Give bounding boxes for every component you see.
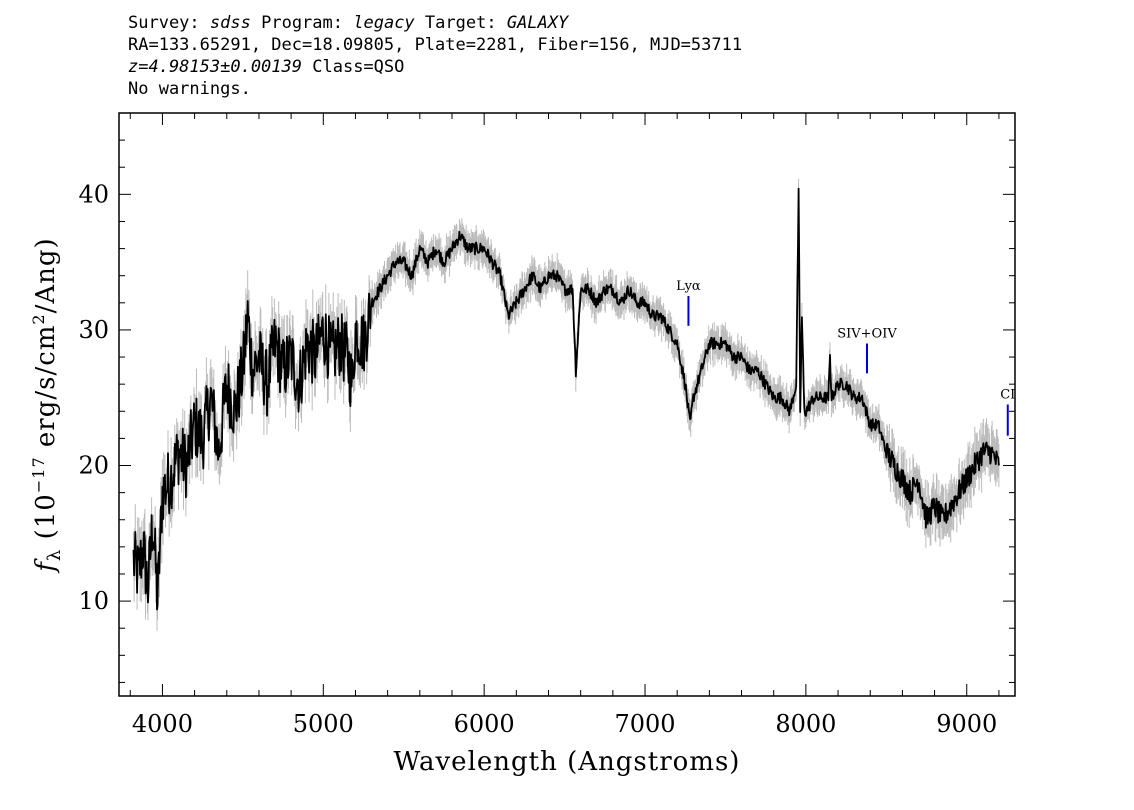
header-line-warnings: No warnings. bbox=[128, 79, 251, 99]
y-axis-label: fλ (10−17 erg/s/cm2/Ang) bbox=[29, 237, 65, 573]
spectrum-header: Survey: sdss Program: legacy Target: GAL… bbox=[128, 12, 742, 100]
program-label: Program: bbox=[261, 13, 343, 33]
survey-value: sdss bbox=[209, 13, 251, 33]
redshift-value: z=4.98153±0.00139 bbox=[128, 57, 302, 77]
annotation-label: CI bbox=[1000, 388, 1015, 403]
program-value: legacy bbox=[353, 13, 415, 33]
flux-line bbox=[132, 187, 1000, 611]
survey-label: Survey: bbox=[128, 13, 200, 33]
y-tick-label: 20 bbox=[78, 452, 109, 480]
header-line-survey: Survey: sdss Program: legacy Target: GAL… bbox=[128, 12, 742, 34]
y-label-post: /Ang) bbox=[31, 237, 61, 313]
x-tick-label: 8000 bbox=[775, 710, 836, 738]
header-line-coordinates: RA=133.65291, Dec=18.09805, Plate=2281, … bbox=[128, 35, 743, 55]
x-tick-label: 7000 bbox=[614, 710, 675, 738]
header-line-redshift: z=4.98153±0.00139 Class=QSO bbox=[128, 56, 742, 78]
annotation-label: Lyα bbox=[676, 279, 701, 294]
y-label-exp1: −17 bbox=[29, 456, 48, 493]
x-tick-label: 9000 bbox=[936, 710, 997, 738]
y-tick-label: 40 bbox=[78, 180, 109, 208]
target-label: Target: bbox=[424, 13, 497, 33]
axis-ticks: 4000 5000 6000 7000 8000 9000 10 20 30 40 bbox=[78, 112, 1015, 738]
y-tick-label: 10 bbox=[78, 587, 109, 615]
plot-layer bbox=[132, 178, 1000, 631]
x-tick-label: 4000 bbox=[132, 710, 193, 738]
y-label-mid: erg/s/cm bbox=[31, 325, 61, 457]
class-value: Class=QSO bbox=[312, 57, 405, 77]
y-tick-label: 30 bbox=[78, 316, 109, 344]
y-label-lambda: λ bbox=[44, 549, 65, 561]
plot-frame bbox=[118, 112, 1016, 697]
line-annotations: Lyα SIV+OIV CI bbox=[676, 279, 1015, 436]
target-value: GALAXY bbox=[506, 13, 569, 33]
x-tick-label: 6000 bbox=[454, 710, 515, 738]
x-axis-label: Wavelength (Angstroms) bbox=[394, 747, 741, 777]
annotation-label: SIV+OIV bbox=[837, 326, 897, 341]
y-label-pre: (10 bbox=[31, 493, 61, 549]
x-tick-label: 5000 bbox=[293, 710, 354, 738]
y-label-f: f bbox=[31, 558, 61, 574]
y-label-exp2: 2 bbox=[29, 313, 48, 324]
